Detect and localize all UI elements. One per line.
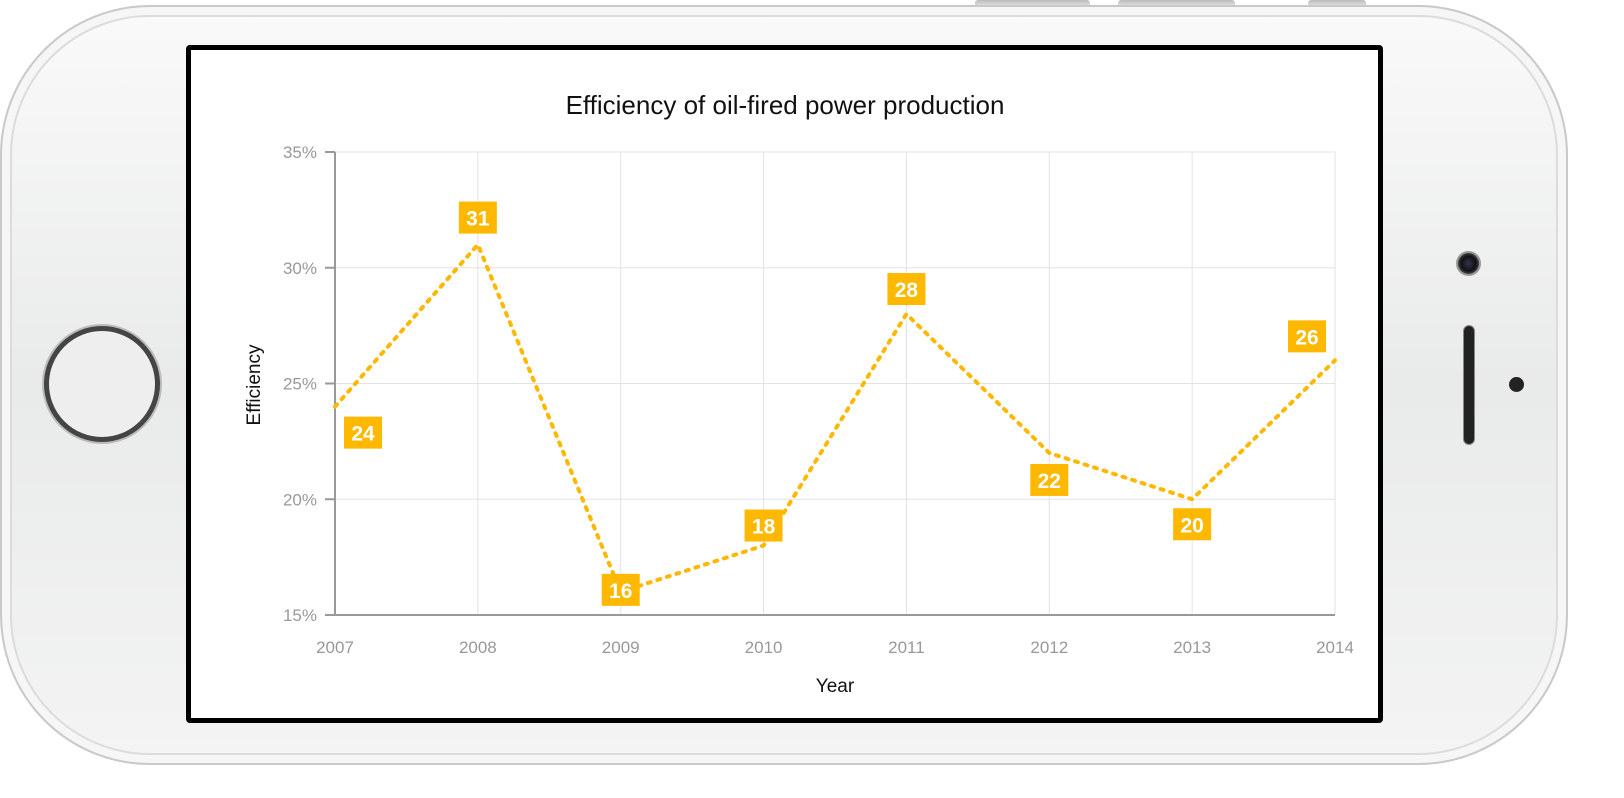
data-label-box [744, 509, 783, 542]
speaker-grille [1463, 325, 1475, 445]
y-axis-label: Efficiency [244, 344, 265, 425]
line-chart: Efficiency of oil-fired power production… [244, 90, 1354, 697]
y-tick-label: 35% [283, 143, 317, 162]
data-label-box [601, 573, 640, 606]
data-label: 31 [466, 208, 490, 231]
data-label-box [344, 416, 382, 449]
series-line [333, 240, 1337, 595]
x-tick-label: 2007 [316, 638, 354, 657]
sensor-dot [1509, 377, 1524, 392]
y-tick-label: 15% [283, 606, 317, 625]
data-label-box [458, 201, 497, 234]
data-label: 20 [1180, 514, 1203, 537]
y-tick-label: 25% [283, 375, 317, 394]
x-tick-label: 2011 [888, 638, 925, 657]
x-tick-label: 2008 [459, 638, 497, 657]
data-label: 16 [609, 580, 632, 603]
y-tick-label: 30% [283, 259, 317, 278]
data-label: 22 [1038, 470, 1061, 493]
phone-button-top-2 [1118, 0, 1235, 7]
phone-screen: Efficiency of oil-fired power production… [186, 45, 1383, 723]
chart-title: Efficiency of oil-fired power production [566, 90, 1005, 120]
data-label: 18 [752, 516, 776, 539]
camera-icon [1456, 251, 1481, 276]
data-label: 24 [351, 423, 375, 446]
home-button[interactable] [44, 326, 160, 442]
phone-button-top-3 [1308, 0, 1366, 7]
x-tick-label: 2009 [602, 638, 640, 657]
phone-button-top-1 [975, 0, 1090, 7]
x-tick-label: 2014 [1316, 638, 1354, 657]
data-label-box [1030, 463, 1069, 496]
data-label: 28 [895, 279, 919, 302]
data-label: 26 [1295, 326, 1318, 349]
data-label-box [1288, 320, 1326, 353]
x-tick-label: 2013 [1173, 638, 1211, 657]
x-tick-label: 2010 [745, 638, 783, 657]
x-axis-label: Year [816, 676, 855, 697]
data-label-box [1173, 508, 1212, 541]
y-tick-label: 20% [283, 490, 317, 509]
data-label-box [887, 273, 926, 306]
x-tick-label: 2012 [1030, 638, 1068, 657]
